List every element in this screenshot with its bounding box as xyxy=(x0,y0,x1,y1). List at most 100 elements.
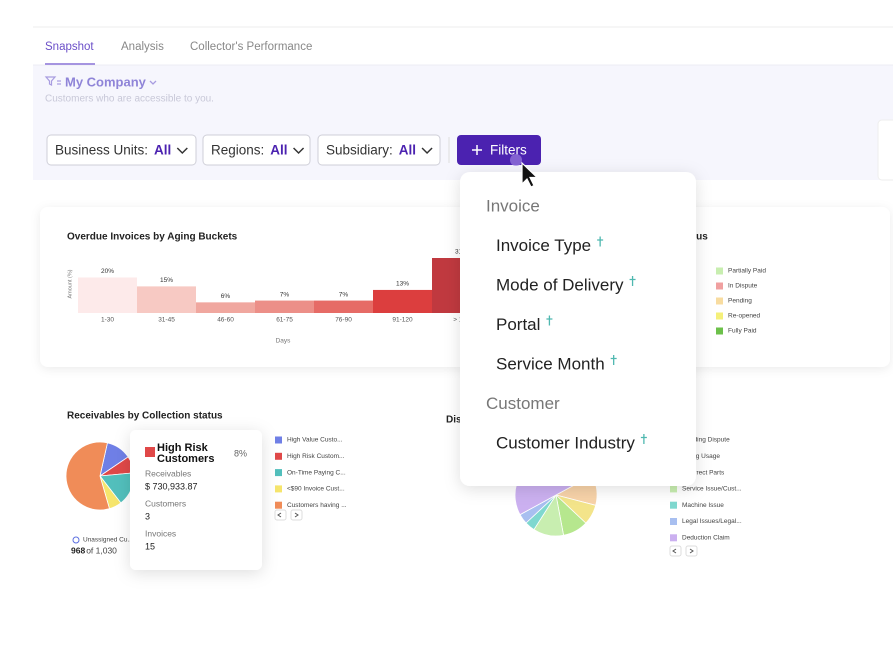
menu-item[interactable]: Service Month xyxy=(496,354,605,373)
menu-item-icon xyxy=(640,434,647,444)
menu-item[interactable]: Customer Industry xyxy=(496,433,635,452)
tab[interactable]: Collector's Performance xyxy=(190,41,312,53)
legend-label: <$90 Invoice Cust... xyxy=(287,486,345,493)
bar-value-label: 15% xyxy=(160,277,173,284)
bar xyxy=(196,302,255,313)
legend-swatch xyxy=(275,452,282,460)
legend-label: Pending Dispute xyxy=(682,437,730,444)
tooltip-title-box: High Risk Customers xyxy=(157,443,215,465)
tab[interactable]: Snapshot xyxy=(45,41,94,53)
legend-label: Customers having ... xyxy=(287,502,347,509)
menu-item[interactable]: Mode of Delivery xyxy=(496,275,624,294)
tooltip-title: High Risk Customers xyxy=(157,443,215,465)
legend-nav-arrow xyxy=(277,512,282,518)
legend-nav-arrow xyxy=(294,512,299,518)
legend-label: Service Issue/Cust... xyxy=(682,486,742,493)
tooltip-field-value: 3 xyxy=(145,511,150,521)
y-axis-label: Amount (%) xyxy=(67,269,73,298)
filter-value: All xyxy=(270,143,287,158)
bar xyxy=(78,277,137,313)
scope-chevron xyxy=(149,80,157,85)
chart-title: Receivables by Collection status xyxy=(67,411,223,422)
menu-item-icon xyxy=(629,276,636,286)
x-tick-label: 1-30 xyxy=(101,317,114,324)
bar-value-label: 7% xyxy=(280,291,290,298)
legend-swatch xyxy=(275,501,282,509)
legend-swatch xyxy=(670,485,677,493)
tab[interactable]: Analysis xyxy=(121,41,164,53)
chart-title: Overdue Invoices by Aging Buckets xyxy=(67,232,238,243)
legend-nav[interactable] xyxy=(290,509,303,521)
legend-label: Fully Paid xyxy=(728,328,757,335)
legend-swatch xyxy=(670,501,677,509)
legend-label: Machine Issue xyxy=(682,502,724,509)
legend-swatch xyxy=(716,282,723,290)
legend-swatch xyxy=(670,518,677,525)
legend-swatch xyxy=(275,436,282,444)
legend-label: High Value Custo... xyxy=(287,437,343,444)
tooltip-field-value: 15 xyxy=(145,541,155,551)
tooltip-field-label: Invoices xyxy=(145,528,176,538)
legend-label: In Dispute xyxy=(728,283,758,290)
menu-item[interactable]: Invoice Type xyxy=(496,236,591,255)
legend-swatch xyxy=(716,267,723,275)
legend-nav[interactable] xyxy=(685,545,698,557)
x-tick-label: 91-120 xyxy=(392,317,413,324)
legend-label: Partially Paid xyxy=(728,268,766,275)
menu-item-icon xyxy=(597,236,604,247)
legend-nav[interactable] xyxy=(274,509,287,521)
click-indicator xyxy=(510,154,522,166)
legend-label: Re-opened xyxy=(728,313,761,320)
legend-swatch xyxy=(670,534,677,542)
legend-nav-arrow xyxy=(689,548,694,554)
filter-menu xyxy=(460,172,696,486)
menu-item-icon xyxy=(546,315,553,326)
bar xyxy=(137,286,196,313)
tooltip-swatch xyxy=(145,447,155,457)
menu-item-icon xyxy=(610,355,617,365)
x-tick-label: 61-75 xyxy=(276,317,293,324)
filter-select[interactable] xyxy=(202,134,311,166)
bar xyxy=(314,300,373,313)
legend-label: Incorrect Parts xyxy=(682,469,725,476)
legend-swatch xyxy=(716,312,723,320)
scope-subtitle: Customers who are accessible to you. xyxy=(45,94,214,105)
filter-value: All xyxy=(399,143,416,158)
tooltip-field-label: Customers xyxy=(145,498,186,508)
bar-value-label: 13% xyxy=(396,281,409,288)
footer-total: of 1,030 xyxy=(86,545,117,555)
chevron xyxy=(293,147,305,155)
x-tick-label: 31-45 xyxy=(158,317,175,324)
info-icon xyxy=(72,536,80,544)
bar xyxy=(255,300,314,313)
scope-title[interactable]: My Company xyxy=(65,74,147,89)
legend-label: Pending xyxy=(728,298,752,305)
x-tick-label: 46-60 xyxy=(217,317,234,324)
filters-button-label[interactable]: Filters xyxy=(490,143,527,158)
tooltip-field-value: $ 730,933.87 xyxy=(145,481,198,491)
filter-icon xyxy=(44,76,61,86)
filter-select[interactable] xyxy=(46,134,197,166)
filter-label: Subsidiary: xyxy=(326,143,393,158)
filter-label: Business Units: xyxy=(55,143,148,158)
legend-label: High Risk Custom... xyxy=(287,453,345,460)
legend-swatch xyxy=(716,297,723,305)
legend-swatch xyxy=(716,327,723,335)
menu-item[interactable]: Portal xyxy=(496,315,540,334)
chevron xyxy=(421,147,433,155)
bar-value-label: 7% xyxy=(339,291,349,298)
legend-swatch xyxy=(275,469,282,477)
bar-value-label: 6% xyxy=(221,293,231,300)
tooltip-field-label: Receivables xyxy=(145,468,191,478)
pie-slice xyxy=(65,441,110,511)
legend-label: On-Time Paying C... xyxy=(287,469,346,476)
card xyxy=(40,207,480,367)
cursor xyxy=(521,161,539,188)
filter-value: All xyxy=(154,143,171,158)
legend-nav[interactable] xyxy=(669,545,682,557)
menu-group: Customer xyxy=(486,394,560,413)
tooltip xyxy=(130,430,262,570)
filter-select[interactable] xyxy=(317,134,441,166)
footer-count: 968 xyxy=(71,545,85,555)
